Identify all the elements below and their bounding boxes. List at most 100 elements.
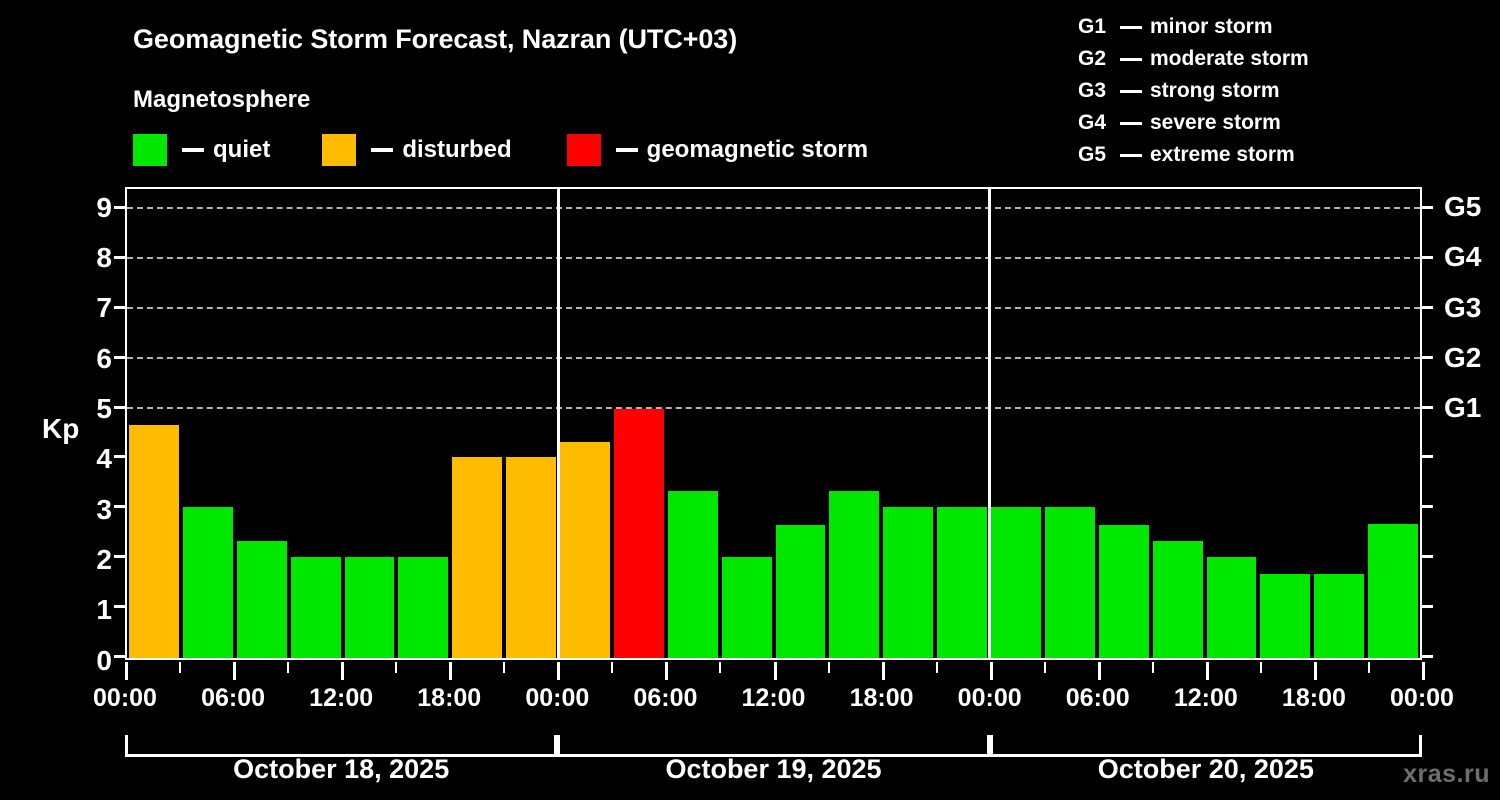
bar[interactable] (236, 540, 287, 658)
bar[interactable] (1368, 524, 1418, 658)
bar[interactable] (1314, 574, 1365, 658)
g-scale-code: G5 (1078, 143, 1107, 166)
legend-dash-icon (615, 148, 638, 152)
bar[interactable] (829, 491, 880, 658)
g-scale-code: G2 (1078, 47, 1107, 70)
bar-slot (827, 189, 881, 658)
y-tick-right-5 (1420, 405, 1433, 409)
bar[interactable] (721, 557, 772, 658)
bar-slot (1097, 189, 1151, 658)
x-tick-minor (719, 662, 722, 673)
legend-swatch-disturbed-icon (322, 134, 357, 166)
bar[interactable] (667, 491, 718, 658)
bar-slot (881, 189, 935, 658)
bar[interactable] (613, 408, 664, 658)
g-axis-tick-label-g3: G3 (1444, 291, 1482, 323)
x-tick-minor (827, 662, 830, 673)
bar-slot (1312, 189, 1366, 658)
legend-item-quiet[interactable]: quiet (133, 134, 270, 166)
legend-swatch-quiet-icon (133, 134, 167, 166)
g-axis-tick-label-g5: G5 (1444, 191, 1482, 223)
g-scale-dash-icon (1120, 25, 1142, 29)
legend-swatch-geomagnetic-storm-icon (566, 134, 601, 166)
day-bracket (125, 735, 558, 757)
bar[interactable] (775, 524, 826, 658)
bar[interactable] (506, 457, 556, 658)
bar-slot (504, 189, 558, 658)
y-tick-kp-4 (114, 455, 127, 459)
y-axis-tick-label: 5 (96, 392, 112, 424)
x-axis-ticks (125, 662, 1425, 680)
y-tick-kp-2 (114, 555, 127, 559)
x-axis-tick-label: 06:00 (201, 684, 266, 712)
x-axis-tick-label: 12:00 (309, 684, 374, 712)
plot-area (114, 187, 1433, 660)
bar[interactable] (398, 557, 449, 658)
day-bracket (557, 735, 990, 757)
x-tick-minor (1367, 662, 1370, 673)
bar[interactable] (452, 457, 503, 658)
bar[interactable] (560, 441, 610, 658)
y-tick-right-6 (1420, 355, 1433, 359)
bar[interactable] (1152, 541, 1203, 658)
x-tick-minor (395, 662, 398, 673)
g-scale-dash-icon (1120, 57, 1142, 61)
x-tick-major (665, 662, 669, 680)
bar[interactable] (1098, 524, 1149, 658)
bar-slot (127, 189, 181, 658)
g-scale-label: extreme storm (1150, 143, 1295, 166)
bar[interactable] (991, 506, 1041, 658)
bar[interactable] (883, 506, 934, 658)
x-tick-major (1205, 662, 1209, 680)
gridline-kp-5 (127, 406, 1420, 409)
y-axis-title: Kp (42, 413, 80, 444)
y-axis-tick-label: 2 (96, 543, 112, 575)
color-legend: quiet disturbed geomagnetic storm (133, 133, 868, 167)
bar-slot (289, 189, 343, 658)
x-tick-major (773, 662, 777, 680)
g-axis-tick-label-g1: G1 (1444, 392, 1482, 424)
bar[interactable] (937, 506, 987, 658)
bar-slot (666, 189, 720, 658)
page-title: Geomagnetic Storm Forecast, Nazran (UTC+… (133, 24, 738, 54)
g-scale-row-g1: G1 minor storm (1078, 11, 1309, 43)
bar-slot (1205, 189, 1259, 658)
x-tick-major (233, 662, 237, 680)
bar[interactable] (1206, 557, 1257, 658)
y-tick-right-4 (1420, 455, 1433, 459)
section-label-magnetosphere: Magnetosphere (133, 86, 311, 113)
bar[interactable] (1260, 574, 1311, 658)
x-axis-tick-label: 12:00 (1173, 684, 1238, 712)
y-tick-right-9 (1420, 205, 1433, 209)
y-axis-right-gscale: G1 G2 G3 G4 G5 (1444, 187, 1500, 660)
y-axis-tick-label: 3 (96, 493, 112, 525)
bar-series (127, 189, 1420, 658)
gridline-kp-9 (127, 206, 1420, 209)
y-tick-kp-3 (114, 505, 127, 509)
legend-label: disturbed (402, 136, 512, 163)
g-scale-label: minor storm (1150, 15, 1273, 38)
g-scale-dash-icon (1120, 89, 1142, 93)
bar[interactable] (182, 506, 233, 658)
bar-slot (343, 189, 397, 658)
y-axis-tick-label: 4 (96, 443, 112, 475)
legend-item-geomagnetic-storm[interactable]: geomagnetic storm (566, 134, 868, 166)
x-axis-tick-label: 06:00 (1065, 684, 1130, 712)
x-axis-tick-label: 00:00 (1390, 684, 1454, 712)
g-scale-code: G4 (1078, 111, 1107, 134)
x-tick-minor (1043, 662, 1046, 673)
legend-item-disturbed[interactable]: disturbed (322, 134, 512, 166)
bar-slot (558, 189, 612, 658)
x-tick-major (341, 662, 345, 680)
day-labels: October 18, 2025 October 19, 2025 October … (0, 754, 1500, 790)
x-tick-major (881, 662, 885, 680)
gridline-kp-8 (127, 256, 1420, 259)
bar[interactable] (1044, 506, 1095, 658)
bar[interactable] (129, 425, 179, 658)
g-scale-row-g4: G4 severe storm (1078, 107, 1309, 139)
g-scale-legend: G1 minor storm G2 moderate storm G3 strong st… (1078, 11, 1309, 171)
x-axis-tick-label: 18:00 (417, 684, 482, 712)
bar[interactable] (344, 557, 395, 658)
bar[interactable] (290, 557, 341, 658)
